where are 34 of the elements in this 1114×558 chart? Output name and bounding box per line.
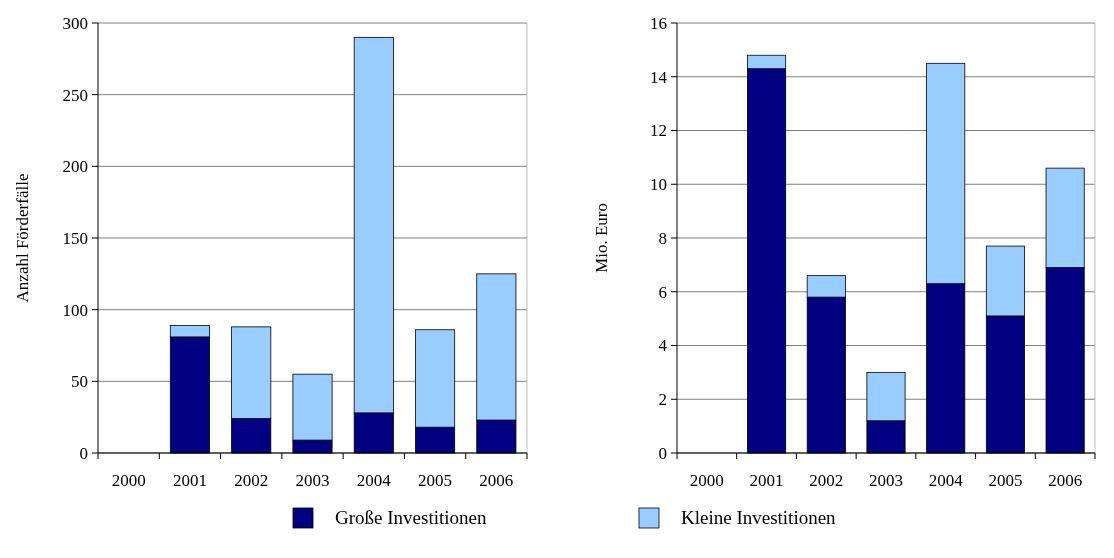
y-tick-label: 150 — [62, 228, 88, 248]
y-tick-label: 10 — [650, 175, 667, 195]
x-tick-label: 2001 — [749, 471, 784, 490]
y-axis-title: Mio. Euro — [592, 203, 611, 273]
x-tick-label: 2006 — [1048, 471, 1083, 490]
x-tick-label: 2005 — [418, 471, 453, 490]
y-tick-label: 12 — [650, 121, 667, 141]
x-tick-label: 2002 — [234, 471, 269, 490]
x-tick-label: 2002 — [809, 471, 844, 490]
y-tick-label: 250 — [62, 85, 88, 105]
y-tick-label: 0 — [658, 443, 667, 463]
x-tick-label: 2003 — [869, 471, 903, 490]
x-tick-label: 2000 — [111, 471, 146, 490]
y-tick-label: 300 — [62, 13, 88, 33]
x-tick-label: 2003 — [295, 471, 330, 490]
y-axis-title: Anzahl Förderfälle — [13, 173, 32, 303]
x-tick-label: 2006 — [479, 471, 514, 490]
y-tick-label: 200 — [62, 157, 88, 177]
x-tick-label: 2000 — [689, 471, 724, 490]
x-tick-label: 2004 — [356, 471, 392, 490]
y-tick-label: 14 — [650, 67, 668, 87]
legend-label: Große Investitionen — [335, 507, 487, 528]
x-tick-label: 2001 — [172, 471, 207, 490]
y-tick-label: 8 — [658, 228, 667, 248]
y-tick-label: 4 — [658, 336, 668, 356]
y-tick-label: 50 — [71, 372, 88, 392]
y-tick-label: 6 — [658, 282, 667, 302]
x-tick-label: 2004 — [928, 471, 964, 490]
y-tick-label: 2 — [658, 390, 667, 410]
y-tick-label: 16 — [650, 13, 667, 33]
y-tick-label: 100 — [62, 300, 88, 320]
y-tick-label: 0 — [79, 443, 88, 463]
legend-label: Kleine Investitionen — [681, 507, 837, 528]
x-tick-label: 2005 — [988, 471, 1023, 490]
